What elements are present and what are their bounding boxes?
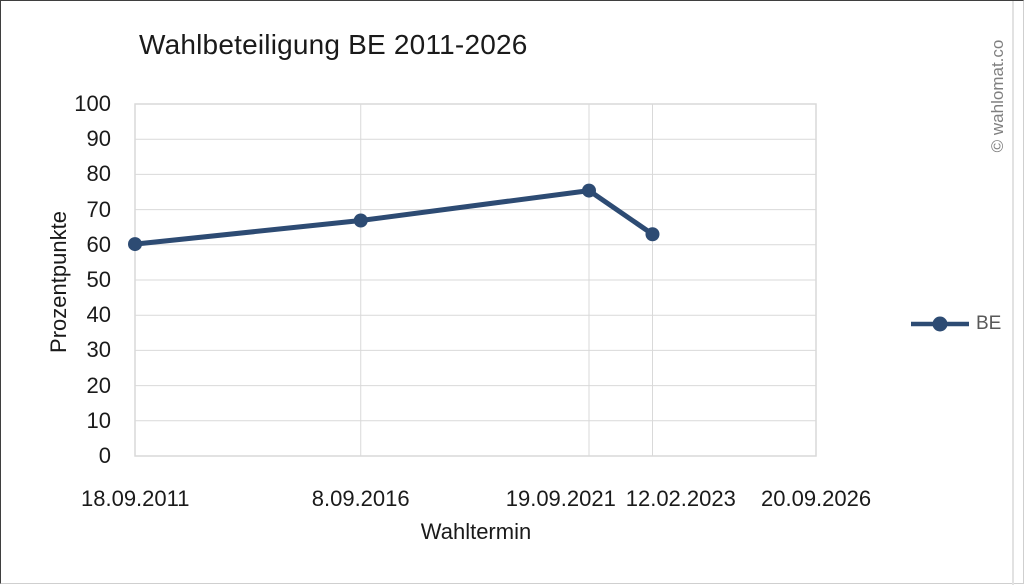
y-tick-label: 70 bbox=[86, 196, 111, 222]
x-tick-label: 18.09.2011 bbox=[81, 486, 190, 511]
y-tick-label: 20 bbox=[86, 372, 111, 398]
right-edge-divider bbox=[1012, 1, 1014, 585]
x-tick-label: 20.09.2026 bbox=[761, 486, 872, 511]
plot-border bbox=[134, 103, 817, 457]
chart-title: Wahlbeteiligung BE 2011-2026 bbox=[139, 29, 528, 60]
data-point-BE-12.02.2023 bbox=[645, 227, 660, 242]
y-tick-label: 0 bbox=[98, 443, 111, 468]
y-tick-label: 10 bbox=[86, 407, 111, 433]
y-tick-label: 50 bbox=[86, 267, 111, 292]
data-point-BE-19.09.2021 bbox=[582, 183, 596, 198]
legend-marker-dot bbox=[932, 316, 948, 332]
series-line-BE bbox=[132, 188, 655, 247]
data-point-BE-8.09.2016 bbox=[353, 213, 368, 228]
x-tick-label: 12.02.2023 bbox=[625, 486, 736, 511]
legend-line-marker-icon bbox=[911, 316, 969, 332]
x-tick-label: 19.09.2021 bbox=[505, 486, 616, 511]
watermark: © wahlomat.co bbox=[988, 39, 1007, 153]
y-tick-label: 80 bbox=[86, 161, 111, 187]
x-axis-title: Wahltermin bbox=[420, 519, 532, 544]
legend: BE bbox=[909, 313, 1001, 335]
y-tick-label: 100 bbox=[74, 91, 111, 116]
y-axis-title: Prozentpunkte bbox=[46, 211, 71, 353]
legend-label: BE bbox=[976, 313, 1002, 334]
y-tick-label: 30 bbox=[86, 337, 111, 363]
y-tick-label: 40 bbox=[86, 302, 111, 328]
x-tick-label: 8.09.2016 bbox=[311, 486, 410, 511]
y-tick-label: 90 bbox=[86, 126, 111, 152]
y-tick-label: 60 bbox=[86, 231, 111, 257]
data-point-BE-18.09.2011 bbox=[128, 237, 142, 252]
